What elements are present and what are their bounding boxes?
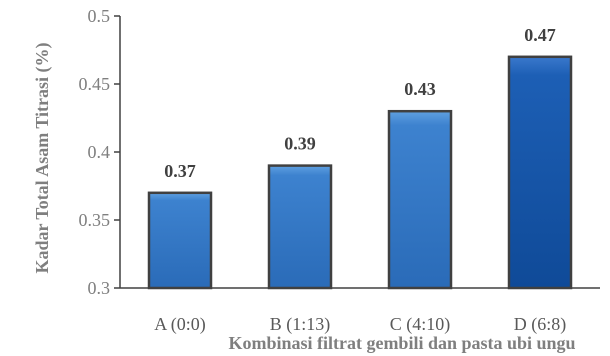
bar [507,55,573,290]
y-tick-label: 0.3 [88,278,111,298]
bar [387,109,453,290]
x-tick-label: B (1:13) [270,314,331,335]
y-axis-tick-labels: 0.3 0.35 0.4 0.45 0.5 [79,6,111,298]
data-label: 0.37 [164,161,196,181]
x-axis-title: Kombinasi filtrat gembili dan pasta ubi … [228,333,575,353]
data-label: 0.47 [524,25,556,45]
x-tick-label: C (4:10) [390,314,451,335]
bar [147,191,213,290]
data-label: 0.43 [404,79,436,99]
y-tick-label: 0.35 [79,210,111,230]
y-axis-title: Kadar Total Asam Titrasi (%) [32,42,53,273]
data-labels: 0.37 0.39 0.43 0.47 [164,25,556,181]
x-axis-tick-labels: A (0:0) B (1:13) C (4:10) D (6:8) [154,314,566,335]
x-tick-label: D (6:8) [514,314,567,335]
y-tick-label: 0.4 [88,142,111,162]
y-tick-label: 0.5 [88,6,111,26]
y-axis-ticks [114,15,120,289]
bars [147,55,573,290]
data-label: 0.39 [284,134,316,154]
bar [267,164,333,290]
x-tick-label: A (0:0) [154,314,206,335]
y-tick-label: 0.45 [79,74,111,94]
